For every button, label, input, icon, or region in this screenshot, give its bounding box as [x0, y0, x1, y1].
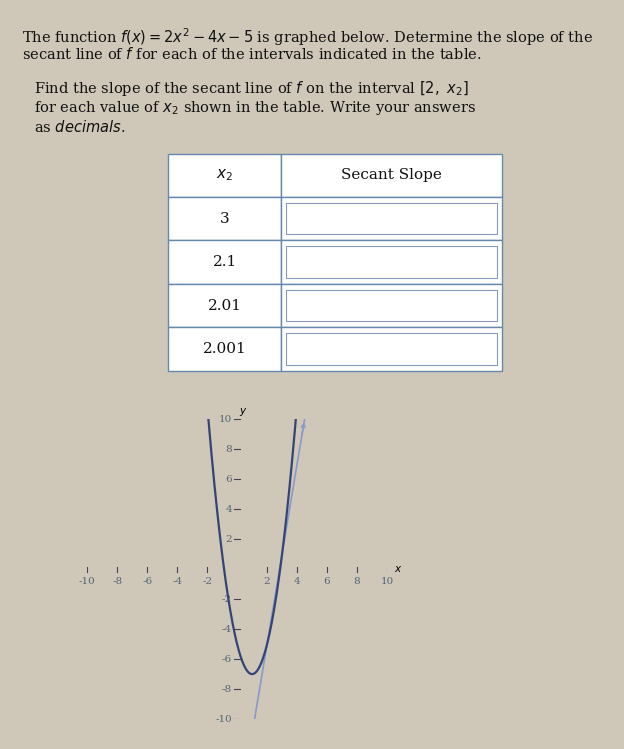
Text: 2.01: 2.01 [208, 299, 241, 312]
Text: 8: 8 [354, 577, 360, 586]
Text: $x$: $x$ [394, 564, 403, 574]
Text: Find the slope of the secant line of $f$ on the interval $[2,\ x_2]$: Find the slope of the secant line of $f$… [34, 79, 469, 97]
Text: -8: -8 [112, 577, 122, 586]
Text: 2: 2 [225, 535, 232, 544]
Text: -6: -6 [222, 655, 232, 664]
Text: -4: -4 [172, 577, 182, 586]
Text: 10: 10 [218, 415, 232, 424]
Text: -4: -4 [222, 625, 232, 634]
Text: The function $f(x) = 2x^2 - 4x - 5$ is graphed below. Determine the slope of the: The function $f(x) = 2x^2 - 4x - 5$ is g… [22, 26, 593, 48]
Text: 6: 6 [324, 577, 330, 586]
Text: 2: 2 [264, 577, 270, 586]
Text: -2: -2 [202, 577, 212, 586]
Text: 10: 10 [380, 577, 394, 586]
Text: $x_2$: $x_2$ [216, 168, 233, 183]
Text: -8: -8 [222, 685, 232, 694]
Text: 2.1: 2.1 [213, 255, 236, 269]
Text: as $\it{decimals}$.: as $\it{decimals}$. [34, 119, 125, 135]
Text: secant line of $f$ for each of the intervals indicated in the table.: secant line of $f$ for each of the inter… [22, 46, 482, 62]
Text: -10: -10 [215, 715, 232, 724]
Text: -2: -2 [222, 595, 232, 604]
Text: 3: 3 [220, 212, 230, 225]
Text: 4: 4 [225, 505, 232, 514]
Text: -10: -10 [79, 577, 95, 586]
Text: for each value of $x_2$ shown in the table. Write your answers: for each value of $x_2$ shown in the tab… [34, 99, 476, 117]
Text: 6: 6 [225, 475, 232, 484]
Text: 4: 4 [294, 577, 300, 586]
Text: -6: -6 [142, 577, 152, 586]
Text: 2.001: 2.001 [203, 342, 246, 356]
Text: $y$: $y$ [240, 406, 248, 418]
Text: 8: 8 [225, 445, 232, 454]
Text: Secant Slope: Secant Slope [341, 169, 442, 182]
